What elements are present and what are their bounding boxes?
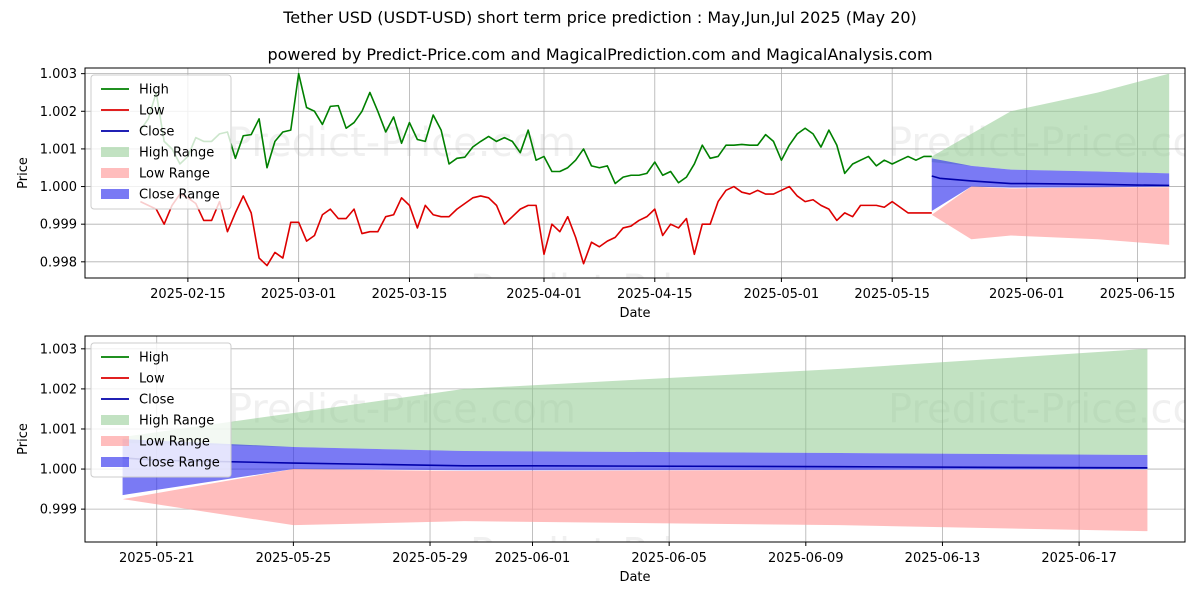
low-range-band: [122, 469, 1148, 532]
legend-label: Low Range: [139, 167, 210, 182]
legend-label: Close Range: [139, 188, 220, 203]
y-axis-label: Price: [16, 157, 31, 189]
y-tick-label: 1.002: [40, 382, 77, 397]
x-tick-label: 2025-05-25: [256, 551, 332, 566]
x-tick-label: 2025-04-01: [506, 287, 582, 302]
plot-area: [122, 348, 1148, 532]
y-tick-label: 0.999: [40, 503, 77, 518]
legend-label: High Range: [139, 146, 214, 161]
axes-frame: [84, 335, 1186, 543]
watermark-text: Predict-Price.com: [470, 267, 818, 313]
legend-label: High Range: [139, 414, 214, 429]
axes-frame: [84, 67, 1186, 279]
x-tick-label: 2025-03-15: [372, 287, 448, 302]
high-range-band: [931, 73, 1170, 174]
x-tick-label: 2025-06-01: [495, 551, 571, 566]
legend-swatch-low-range: [101, 168, 129, 178]
y-tick-label: 0.998: [40, 255, 77, 270]
y-tick-label: 1.003: [40, 342, 77, 357]
close-range-band: [931, 158, 1170, 212]
x-tick-label: 2025-05-01: [744, 287, 820, 302]
y-axis-label: Price: [16, 423, 31, 455]
legend-label: Close: [139, 125, 174, 140]
watermark-text: Predict-Price.com: [470, 531, 818, 577]
x-tick-label: 2025-04-15: [617, 287, 693, 302]
legend-label: High: [139, 351, 169, 366]
y-tick-label: 0.999: [40, 218, 77, 233]
legend-label: Low: [139, 104, 165, 119]
legend-swatch-high-range: [101, 147, 129, 157]
plot-area: [139, 72, 1170, 267]
y-tick-label: 1.000: [40, 180, 77, 195]
y-tick-label: 1.001: [40, 142, 77, 157]
x-tick-label: 2025-05-29: [392, 551, 468, 566]
x-tick-label: 2025-06-01: [989, 287, 1065, 302]
x-axis-label: Date: [619, 570, 650, 585]
legend-swatch-low-range: [101, 436, 129, 446]
x-tick-label: 2025-06-15: [1100, 287, 1176, 302]
legend-swatch-close-range: [101, 457, 129, 467]
legend-label: Close: [139, 393, 174, 408]
chart-subtitle: powered by Predict-Price.com and Magical…: [267, 45, 933, 64]
x-tick-label: 2025-06-13: [905, 551, 981, 566]
high-range-band: [122, 348, 1148, 456]
legend-label: Close Range: [139, 456, 220, 471]
x-tick-label: 2025-03-01: [261, 287, 337, 302]
legend-swatch-close-range: [101, 189, 129, 199]
x-axis-label: Date: [619, 306, 650, 321]
legend-label: High: [139, 83, 169, 98]
x-tick-label: 2025-05-21: [119, 551, 195, 566]
high-line: [139, 72, 932, 185]
low-range-band: [931, 186, 1170, 245]
y-tick-label: 1.001: [40, 422, 77, 437]
legend: High Low Close High Range Low Range Close Ran…: [90, 74, 232, 210]
x-tick-label: 2025-05-15: [854, 287, 930, 302]
x-tick-label: 2025-06-05: [631, 551, 707, 566]
y-tick-label: 1.003: [40, 67, 77, 82]
y-tick-label: 1.002: [40, 105, 77, 120]
close-line: [931, 175, 1170, 187]
legend-swatch-high-range: [101, 415, 129, 425]
chart-title: Tether USD (USDT-USD) short term price p…: [283, 8, 917, 27]
x-tick-label: 2025-02-15: [150, 287, 226, 302]
x-tick-label: 2025-06-09: [768, 551, 844, 566]
legend: High Low Close High Range Low Range Close Ran…: [90, 342, 232, 478]
legend-label: Low: [139, 372, 165, 387]
low-line: [140, 185, 932, 267]
close-range-band: [122, 439, 1148, 496]
chart-1: Predict-Price.comPredict-Price.comPredic…: [16, 67, 1186, 321]
chart-2: Predict-Price.comPredict-Price.comPredic…: [16, 335, 1186, 585]
legend-label: Low Range: [139, 435, 210, 450]
y-tick-label: 1.000: [40, 463, 77, 478]
x-tick-label: 2025-06-17: [1041, 551, 1117, 566]
